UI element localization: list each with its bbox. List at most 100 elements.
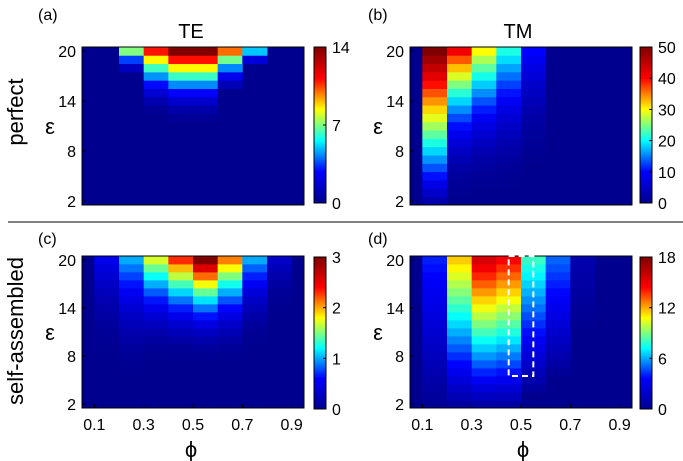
heatmap-cell	[447, 304, 473, 313]
heatmap-cell	[471, 71, 497, 81]
heatmap-cell	[242, 280, 268, 289]
heatmap-cell	[119, 336, 145, 345]
heatmap-cell	[422, 138, 448, 148]
y-tick-label: 8	[67, 349, 76, 366]
heatmap-cell	[422, 320, 448, 329]
y-tick-label: 8	[395, 349, 404, 366]
heatmap-cell	[242, 47, 268, 56]
row-label-self-assembled: self-assembled	[3, 257, 28, 405]
heatmap-cell	[94, 272, 120, 281]
heatmap-cell	[521, 121, 547, 131]
heatmap-cell	[447, 113, 473, 123]
heatmap-cell	[422, 71, 448, 81]
heatmap-cell	[496, 352, 522, 361]
heatmap-cell	[193, 80, 219, 89]
heatmap-cell	[496, 55, 522, 65]
heatmap-cell	[447, 155, 473, 164]
heatmap-cell	[119, 344, 145, 353]
x-tick-label: 0.9	[281, 417, 303, 434]
heatmap-cell	[217, 63, 243, 73]
heatmap-cell	[496, 47, 522, 56]
colorbar-tick-label: 10	[658, 165, 676, 182]
heatmap-cell	[447, 180, 473, 189]
heatmap-cell	[242, 288, 268, 297]
heatmap-cell	[447, 121, 473, 131]
colorbar-tick-label: 3	[332, 250, 341, 267]
heatmap-cell	[521, 80, 547, 89]
heatmap-cell	[422, 196, 448, 206]
heatmap-cell	[521, 146, 547, 156]
heatmap-cell	[471, 130, 497, 139]
heatmap-cell	[521, 256, 547, 265]
x-tick-label: 0.5	[182, 417, 204, 434]
heatmap-cell	[471, 304, 497, 313]
colorbar-tick-label: 0	[332, 196, 341, 213]
heatmap-cell	[422, 392, 448, 401]
heatmap-cell	[570, 304, 596, 313]
heatmap-cell	[471, 264, 497, 273]
heatmap-cell	[447, 96, 473, 106]
heatmap-cell	[267, 304, 293, 313]
y-tick-label: 14	[58, 94, 76, 111]
heatmap-cell	[143, 55, 169, 65]
heatmap-cell	[143, 352, 169, 361]
y-tick-label: 2	[67, 397, 76, 414]
heatmap-cell	[545, 296, 571, 305]
heatmap-cell	[242, 272, 268, 281]
heatmap-cell	[521, 344, 547, 353]
heatmap-cell	[422, 296, 448, 305]
heatmap-cell	[471, 63, 497, 73]
heatmap-cell	[193, 71, 219, 81]
x-tick-label: 0.1	[411, 417, 433, 434]
heatmap-cell	[168, 280, 194, 289]
heatmap-cell	[471, 336, 497, 345]
heatmap-cell	[471, 155, 497, 164]
colorbar	[313, 256, 327, 410]
heatmap-cell	[168, 288, 194, 297]
colorbar-tick-label: 40	[658, 71, 676, 88]
heatmap-cell	[143, 312, 169, 321]
heatmap-cell	[143, 296, 169, 305]
heatmap-cell	[545, 264, 571, 273]
heatmap-cell	[193, 304, 219, 313]
heatmap-cell	[94, 336, 120, 345]
heatmap-cell	[447, 400, 473, 409]
heatmap-cell	[447, 146, 473, 156]
heatmap-cell	[570, 280, 596, 289]
colorbar-tick-label: 14	[332, 40, 350, 57]
colorbar	[639, 46, 653, 204]
axes-frame	[81, 46, 305, 206]
x-axis-label-d: ϕ	[517, 437, 529, 461]
heatmap-cell	[422, 376, 448, 385]
heatmap-cell	[471, 392, 497, 401]
heatmap-cell	[496, 138, 522, 148]
heatmap-cell	[217, 55, 243, 65]
heatmap-cell	[267, 280, 293, 289]
heatmap-cell	[143, 80, 169, 89]
heatmap-cell	[471, 344, 497, 353]
heatmap-cell	[422, 264, 448, 273]
heatmap-cell	[570, 312, 596, 321]
y-tick-label: 14	[58, 301, 76, 318]
heatmap-cell	[422, 400, 448, 409]
heatmap-cell	[447, 376, 473, 385]
heatmap-cell	[422, 171, 448, 181]
heatmap-cell	[447, 384, 473, 393]
heatmap-cell	[496, 80, 522, 89]
colorbar-tick-label: 0	[658, 196, 667, 213]
heatmap-cell	[496, 105, 522, 114]
heatmap-cell	[422, 384, 448, 393]
panel-c: 2 8 14 20 0.1 0.3 0.5 0.7 0.9 ε (c) 0 1 2 3	[38, 231, 341, 434]
heatmap-cell	[521, 376, 547, 385]
heatmap-cell	[447, 320, 473, 329]
heatmap-cell	[143, 280, 169, 289]
heatmap-cell	[471, 288, 497, 297]
heatmap-cell	[447, 80, 473, 89]
heatmap-cell	[521, 384, 547, 393]
y-axis-label: ε	[45, 320, 55, 345]
heatmap-cell	[143, 63, 169, 73]
heatmap-cell	[545, 312, 571, 321]
heatmap-cell	[496, 384, 522, 393]
heatmap-cell	[521, 71, 547, 81]
heatmap-cell	[217, 312, 243, 321]
